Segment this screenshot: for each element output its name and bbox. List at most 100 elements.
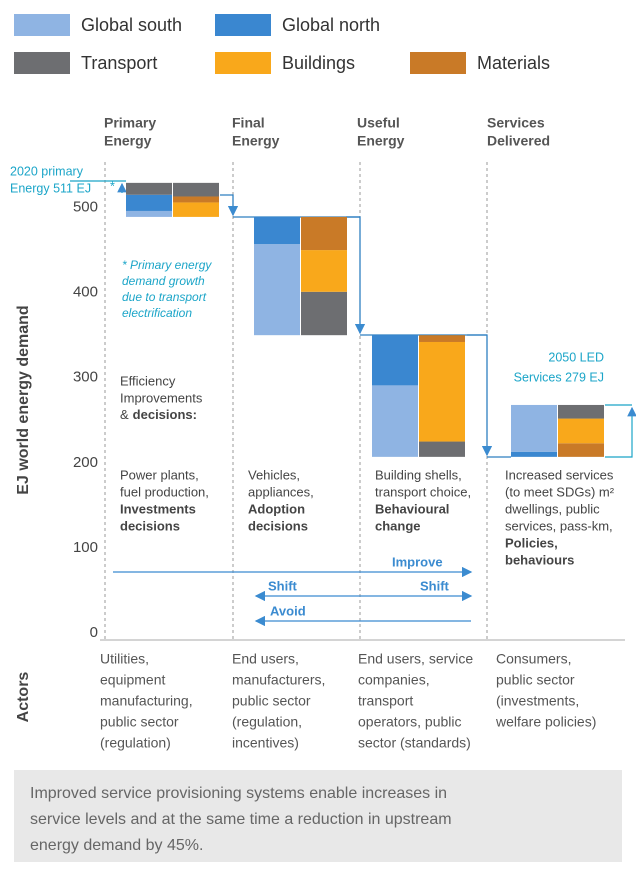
efficiency-mixed: & decisions: — [120, 407, 197, 422]
stage-title: Delivered — [487, 133, 550, 149]
stage-description: services, pass-km, — [505, 518, 613, 533]
actor-text: Consumers, — [496, 651, 571, 667]
actor-text: operators, public — [358, 714, 462, 730]
bar-segment — [126, 210, 172, 217]
efficiency-text: Improvements — [120, 390, 203, 405]
stage-title: Primary — [104, 115, 156, 131]
stage-description: Vehicles, — [248, 467, 300, 482]
stage-decision: decisions — [120, 518, 180, 533]
footer-box — [14, 770, 622, 862]
legend-swatch — [215, 14, 271, 36]
actor-text: incentives) — [232, 735, 299, 751]
footer-text: Improved service provisioning systems en… — [30, 785, 447, 802]
legend-swatch — [215, 52, 271, 74]
y-tick-label: 500 — [73, 199, 98, 216]
primary-label: Energy 511 EJ — [10, 181, 91, 195]
y-tick-label: 400 — [73, 284, 98, 301]
actor-text: welfare policies) — [495, 714, 596, 730]
stage-description: Increased services — [505, 467, 614, 482]
primary-label: 2020 primary — [10, 164, 84, 178]
stage-title: Useful — [357, 115, 400, 131]
y-axis-label: EJ world energy demand — [15, 305, 32, 494]
arrow-label: Shift — [268, 578, 298, 593]
bar-segment — [372, 335, 418, 386]
stage-decision: behaviours — [505, 552, 574, 567]
stage-title: Energy — [357, 133, 405, 149]
led-label: Services 279 EJ — [514, 370, 604, 384]
bar-segment — [126, 182, 172, 195]
y-tick-label: 100 — [73, 539, 98, 556]
actor-text: (investments, — [496, 693, 579, 709]
bar-segment — [419, 441, 465, 457]
bar-segment — [372, 385, 418, 457]
bar-segment — [173, 182, 219, 197]
actor-text: Utilities, — [100, 651, 149, 667]
bar-segment — [301, 216, 347, 251]
footer-text: service levels and at the same time a re… — [30, 811, 452, 828]
legend-swatch — [14, 52, 70, 74]
bar-segment — [254, 216, 300, 245]
stage-title: Services — [487, 115, 545, 131]
primary-marker — [70, 180, 127, 193]
note-text: demand growth — [122, 274, 205, 288]
efficiency-plain: & — [120, 407, 129, 422]
actor-text: equipment — [100, 672, 165, 688]
arrow-label: Improve — [392, 554, 443, 569]
footer-text: energy demand by 45%. — [30, 837, 203, 854]
stage-description: Power plants, — [120, 467, 199, 482]
bar-segment — [173, 202, 219, 217]
stage-title: Energy — [232, 133, 280, 149]
policy-arrows — [113, 566, 473, 627]
stage-decision: Policies, — [505, 535, 558, 550]
stage-description: dwellings, public — [505, 501, 600, 516]
led-marker — [605, 404, 636, 458]
note-text: electrification — [122, 306, 192, 320]
actor-text: manufacturing, — [100, 693, 193, 709]
stage-description: (to meet SDGs) m² — [505, 484, 615, 499]
bar-segment — [511, 404, 557, 452]
legend-swatch — [14, 14, 70, 36]
stage-decision: decisions — [248, 518, 308, 533]
stage-title: Final — [232, 115, 265, 131]
stage-description: appliances, — [248, 484, 314, 499]
bar-segment — [301, 250, 347, 292]
legend-label: Global south — [81, 15, 182, 35]
bar-segment — [173, 196, 219, 203]
legend-label: Materials — [477, 53, 550, 73]
efficiency-text: Efficiency — [120, 373, 176, 388]
actor-text: transport — [358, 693, 413, 709]
bar-segment — [126, 194, 172, 211]
y-tick-label: 0 — [90, 624, 98, 641]
star: * — [110, 179, 115, 193]
note-text: due to transport — [122, 290, 207, 304]
actor-text: manufacturers, — [232, 672, 325, 688]
legend-swatch — [410, 52, 466, 74]
bar-segment — [558, 443, 604, 457]
actor-text: (regulation) — [100, 735, 171, 751]
legend-label: Transport — [81, 53, 157, 73]
y-tick-label: 200 — [73, 454, 98, 471]
bar-segment — [254, 244, 300, 336]
stage-decision: Adoption — [248, 501, 305, 516]
actor-text: sector (standards) — [358, 735, 471, 751]
efficiency-bold: decisions: — [133, 407, 197, 422]
legend-label: Buildings — [282, 53, 355, 73]
stage-description: Building shells, — [375, 467, 462, 482]
actors-label: Actors — [15, 672, 32, 723]
actor-text: public sector — [100, 714, 179, 730]
stage-description: fuel production, — [120, 484, 209, 499]
bar-segment — [301, 291, 347, 336]
actor-text: public sector — [496, 672, 575, 688]
arrow-label: Shift — [420, 578, 450, 593]
actor-text: End users, — [232, 651, 299, 667]
actor-text: public sector — [232, 693, 311, 709]
stage-title: Energy — [104, 133, 152, 149]
stage-decision: Behavioural — [375, 501, 449, 516]
note-text: * Primary energy — [122, 258, 212, 272]
y-tick-label: 300 — [73, 369, 98, 386]
bar-segment — [419, 335, 465, 342]
bar-segment — [419, 341, 465, 442]
led-label: 2050 LED — [548, 350, 604, 364]
stage-decision: Investments — [120, 501, 196, 516]
